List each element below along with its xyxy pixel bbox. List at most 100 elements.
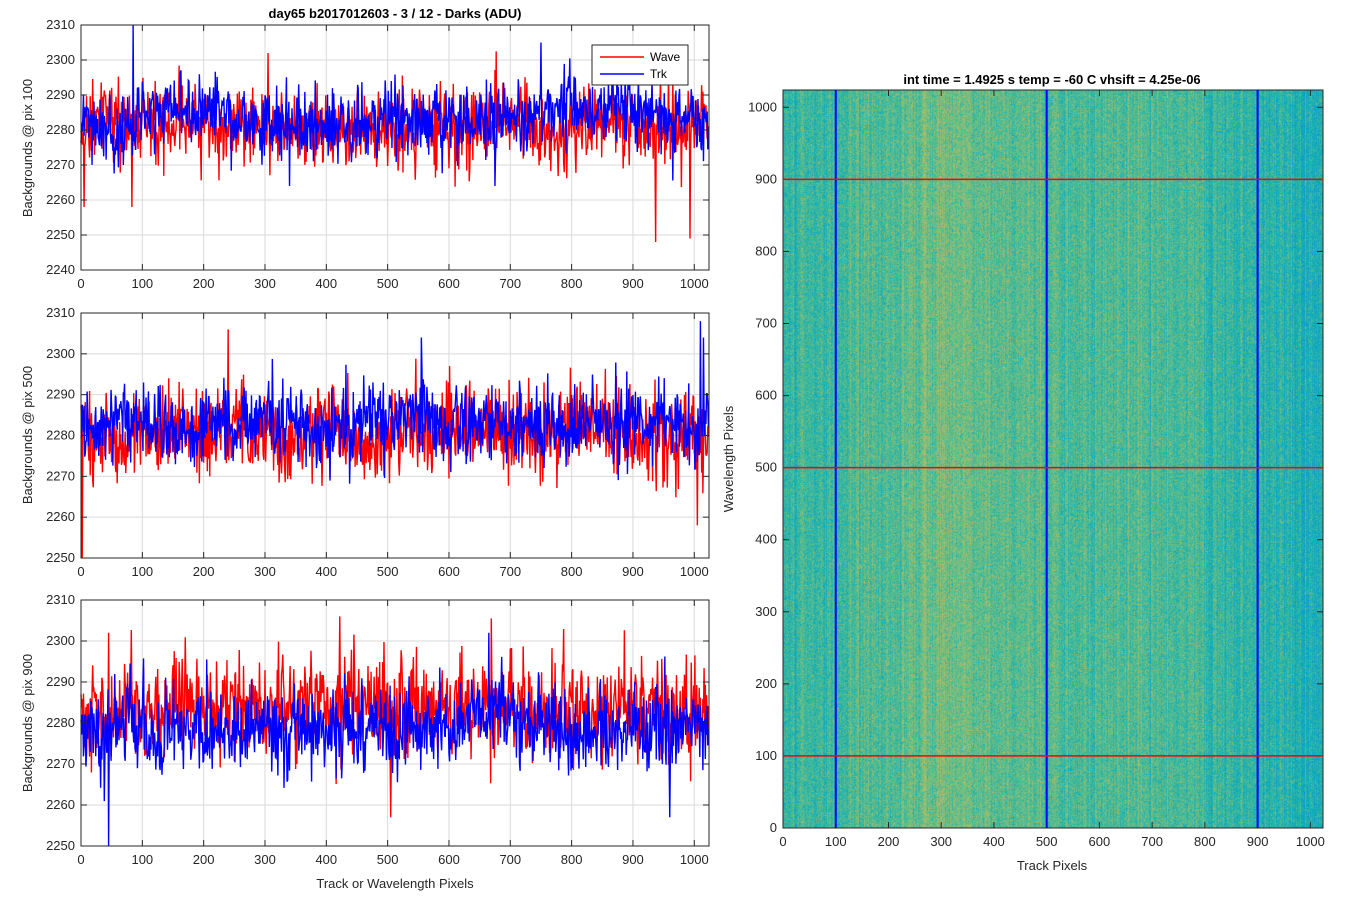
series-line-trk — [80, 321, 710, 484]
y-tick-label-1: 2250 — [46, 227, 75, 242]
ylabel-pix-100: Backgrounds @ pix 100 — [20, 79, 35, 217]
y-tick-label-6: 600 — [755, 388, 777, 403]
ylabel-pix-900: Backgrounds @ pix 900 — [20, 654, 35, 792]
y-tick-label-6: 2300 — [46, 52, 75, 67]
y-tick-label-9: 900 — [755, 171, 777, 186]
y-tick-label-5: 2300 — [46, 633, 75, 648]
x-tick-label-5: 500 — [377, 564, 399, 579]
x-tick-label-9: 900 — [622, 564, 644, 579]
x-tick-label-6: 600 — [438, 276, 460, 291]
y-tick-label-1: 100 — [755, 748, 777, 763]
y-tick-label-4: 400 — [755, 532, 777, 547]
x-tick-label-9: 900 — [1247, 834, 1269, 849]
x-tick-label-9: 900 — [622, 852, 644, 867]
heatmap-title: int time = 1.4925 s temp = -60 C vhsift … — [903, 72, 1200, 87]
y-tick-label-2: 200 — [755, 676, 777, 691]
figure-title: day65 b2017012603 - 3 / 12 - Darks (ADU) — [269, 6, 522, 21]
y-tick-label-5: 500 — [755, 460, 777, 475]
legend-label-trk: Trk — [650, 67, 668, 81]
axes-box — [80, 24, 710, 271]
x-tick-label-2: 200 — [193, 852, 215, 867]
y-tick-label-5: 2290 — [46, 87, 75, 102]
x-tick-label-7: 700 — [499, 852, 521, 867]
x-tick-label-0: 0 — [77, 852, 84, 867]
x-tick-label-6: 600 — [438, 852, 460, 867]
x-tick-label-3: 300 — [254, 276, 276, 291]
y-tick-label-10: 1000 — [748, 99, 777, 114]
y-tick-label-3: 2280 — [46, 715, 75, 730]
heatmap-xlabel: Track Pixels — [1017, 858, 1088, 873]
x-tick-label-4: 400 — [315, 564, 337, 579]
x-tick-label-8: 800 — [561, 852, 583, 867]
x-tick-label-8: 800 — [561, 276, 583, 291]
y-tick-label-4: 2290 — [46, 387, 75, 402]
x-tick-label-6: 600 — [438, 564, 460, 579]
y-tick-label-0: 2250 — [46, 838, 75, 853]
axes-heatmap: int time = 1.4925 s temp = -60 C vhsift … — [721, 72, 1325, 873]
x-tick-label-7: 700 — [499, 276, 521, 291]
heatmap-ylabel: Wavelength Pixels — [721, 405, 736, 512]
x-tick-label-0: 0 — [77, 276, 84, 291]
x-tick-label-5: 500 — [377, 276, 399, 291]
y-tick-label-6: 2310 — [46, 592, 75, 607]
ylabel-pix-500: Backgrounds @ pix 500 — [20, 366, 35, 504]
axes-pix-900: Backgrounds @ pix 900 Track or Wavelengt… — [20, 592, 710, 891]
y-tick-label-4: 2290 — [46, 674, 75, 689]
legend: Wave Trk — [591, 44, 689, 86]
x-tick-label-7: 700 — [1141, 834, 1163, 849]
xlabel-track-or-wavelength: Track or Wavelength Pixels — [316, 876, 474, 891]
x-tick-label-5: 500 — [1036, 834, 1058, 849]
x-tick-label-5: 500 — [377, 852, 399, 867]
y-tick-label-1: 2260 — [46, 797, 75, 812]
legend-box — [591, 44, 689, 86]
y-tick-label-7: 2310 — [46, 17, 75, 32]
x-tick-label-1: 100 — [131, 564, 153, 579]
x-tick-label-3: 300 — [254, 852, 276, 867]
y-tick-label-0: 0 — [770, 820, 777, 835]
x-tick-label-3: 300 — [254, 564, 276, 579]
x-tick-label-4: 400 — [315, 276, 337, 291]
y-tick-label-6: 2310 — [46, 305, 75, 320]
y-tick-label-4: 2280 — [46, 122, 75, 137]
y-tick-label-2: 2270 — [46, 468, 75, 483]
x-tick-label-1: 100 — [131, 852, 153, 867]
x-tick-label-4: 400 — [983, 834, 1005, 849]
x-tick-label-1: 100 — [131, 276, 153, 291]
y-tick-label-8: 800 — [755, 243, 777, 258]
x-tick-label-1: 100 — [825, 834, 847, 849]
y-tick-label-7: 700 — [755, 316, 777, 331]
y-tick-label-0: 2250 — [46, 550, 75, 565]
x-tick-label-7: 700 — [499, 564, 521, 579]
x-tick-label-8: 800 — [1194, 834, 1216, 849]
series-line-wave — [80, 616, 710, 818]
heatmap-image — [783, 90, 1323, 828]
y-tick-label-0: 2240 — [46, 262, 75, 277]
y-tick-label-2: 2260 — [46, 192, 75, 207]
y-tick-label-5: 2300 — [46, 346, 75, 361]
x-tick-label-4: 400 — [315, 852, 337, 867]
y-tick-label-3: 2270 — [46, 157, 75, 172]
x-tick-label-2: 200 — [193, 564, 215, 579]
x-tick-label-6: 600 — [1089, 834, 1111, 849]
x-tick-label-3: 300 — [930, 834, 952, 849]
series-line-trk — [80, 632, 710, 847]
legend-label-wave: Wave — [650, 50, 681, 64]
x-tick-label-10: 1000 — [680, 276, 709, 291]
x-tick-label-0: 0 — [77, 564, 84, 579]
x-tick-label-10: 1000 — [1296, 834, 1325, 849]
x-tick-label-10: 1000 — [680, 852, 709, 867]
x-tick-label-10: 1000 — [680, 564, 709, 579]
axes-box — [782, 89, 1324, 829]
x-tick-label-9: 900 — [622, 276, 644, 291]
series-line-trk — [80, 24, 710, 187]
x-tick-label-2: 200 — [878, 834, 900, 849]
y-tick-label-3: 300 — [755, 604, 777, 619]
y-tick-label-1: 2260 — [46, 509, 75, 524]
x-tick-label-8: 800 — [561, 564, 583, 579]
y-tick-label-3: 2280 — [46, 428, 75, 443]
x-tick-label-0: 0 — [779, 834, 786, 849]
x-tick-label-2: 200 — [193, 276, 215, 291]
axes-pix-500: Backgrounds @ pix 500 0 100 200 300 400 500 60… — [20, 305, 710, 579]
y-tick-label-2: 2270 — [46, 756, 75, 771]
